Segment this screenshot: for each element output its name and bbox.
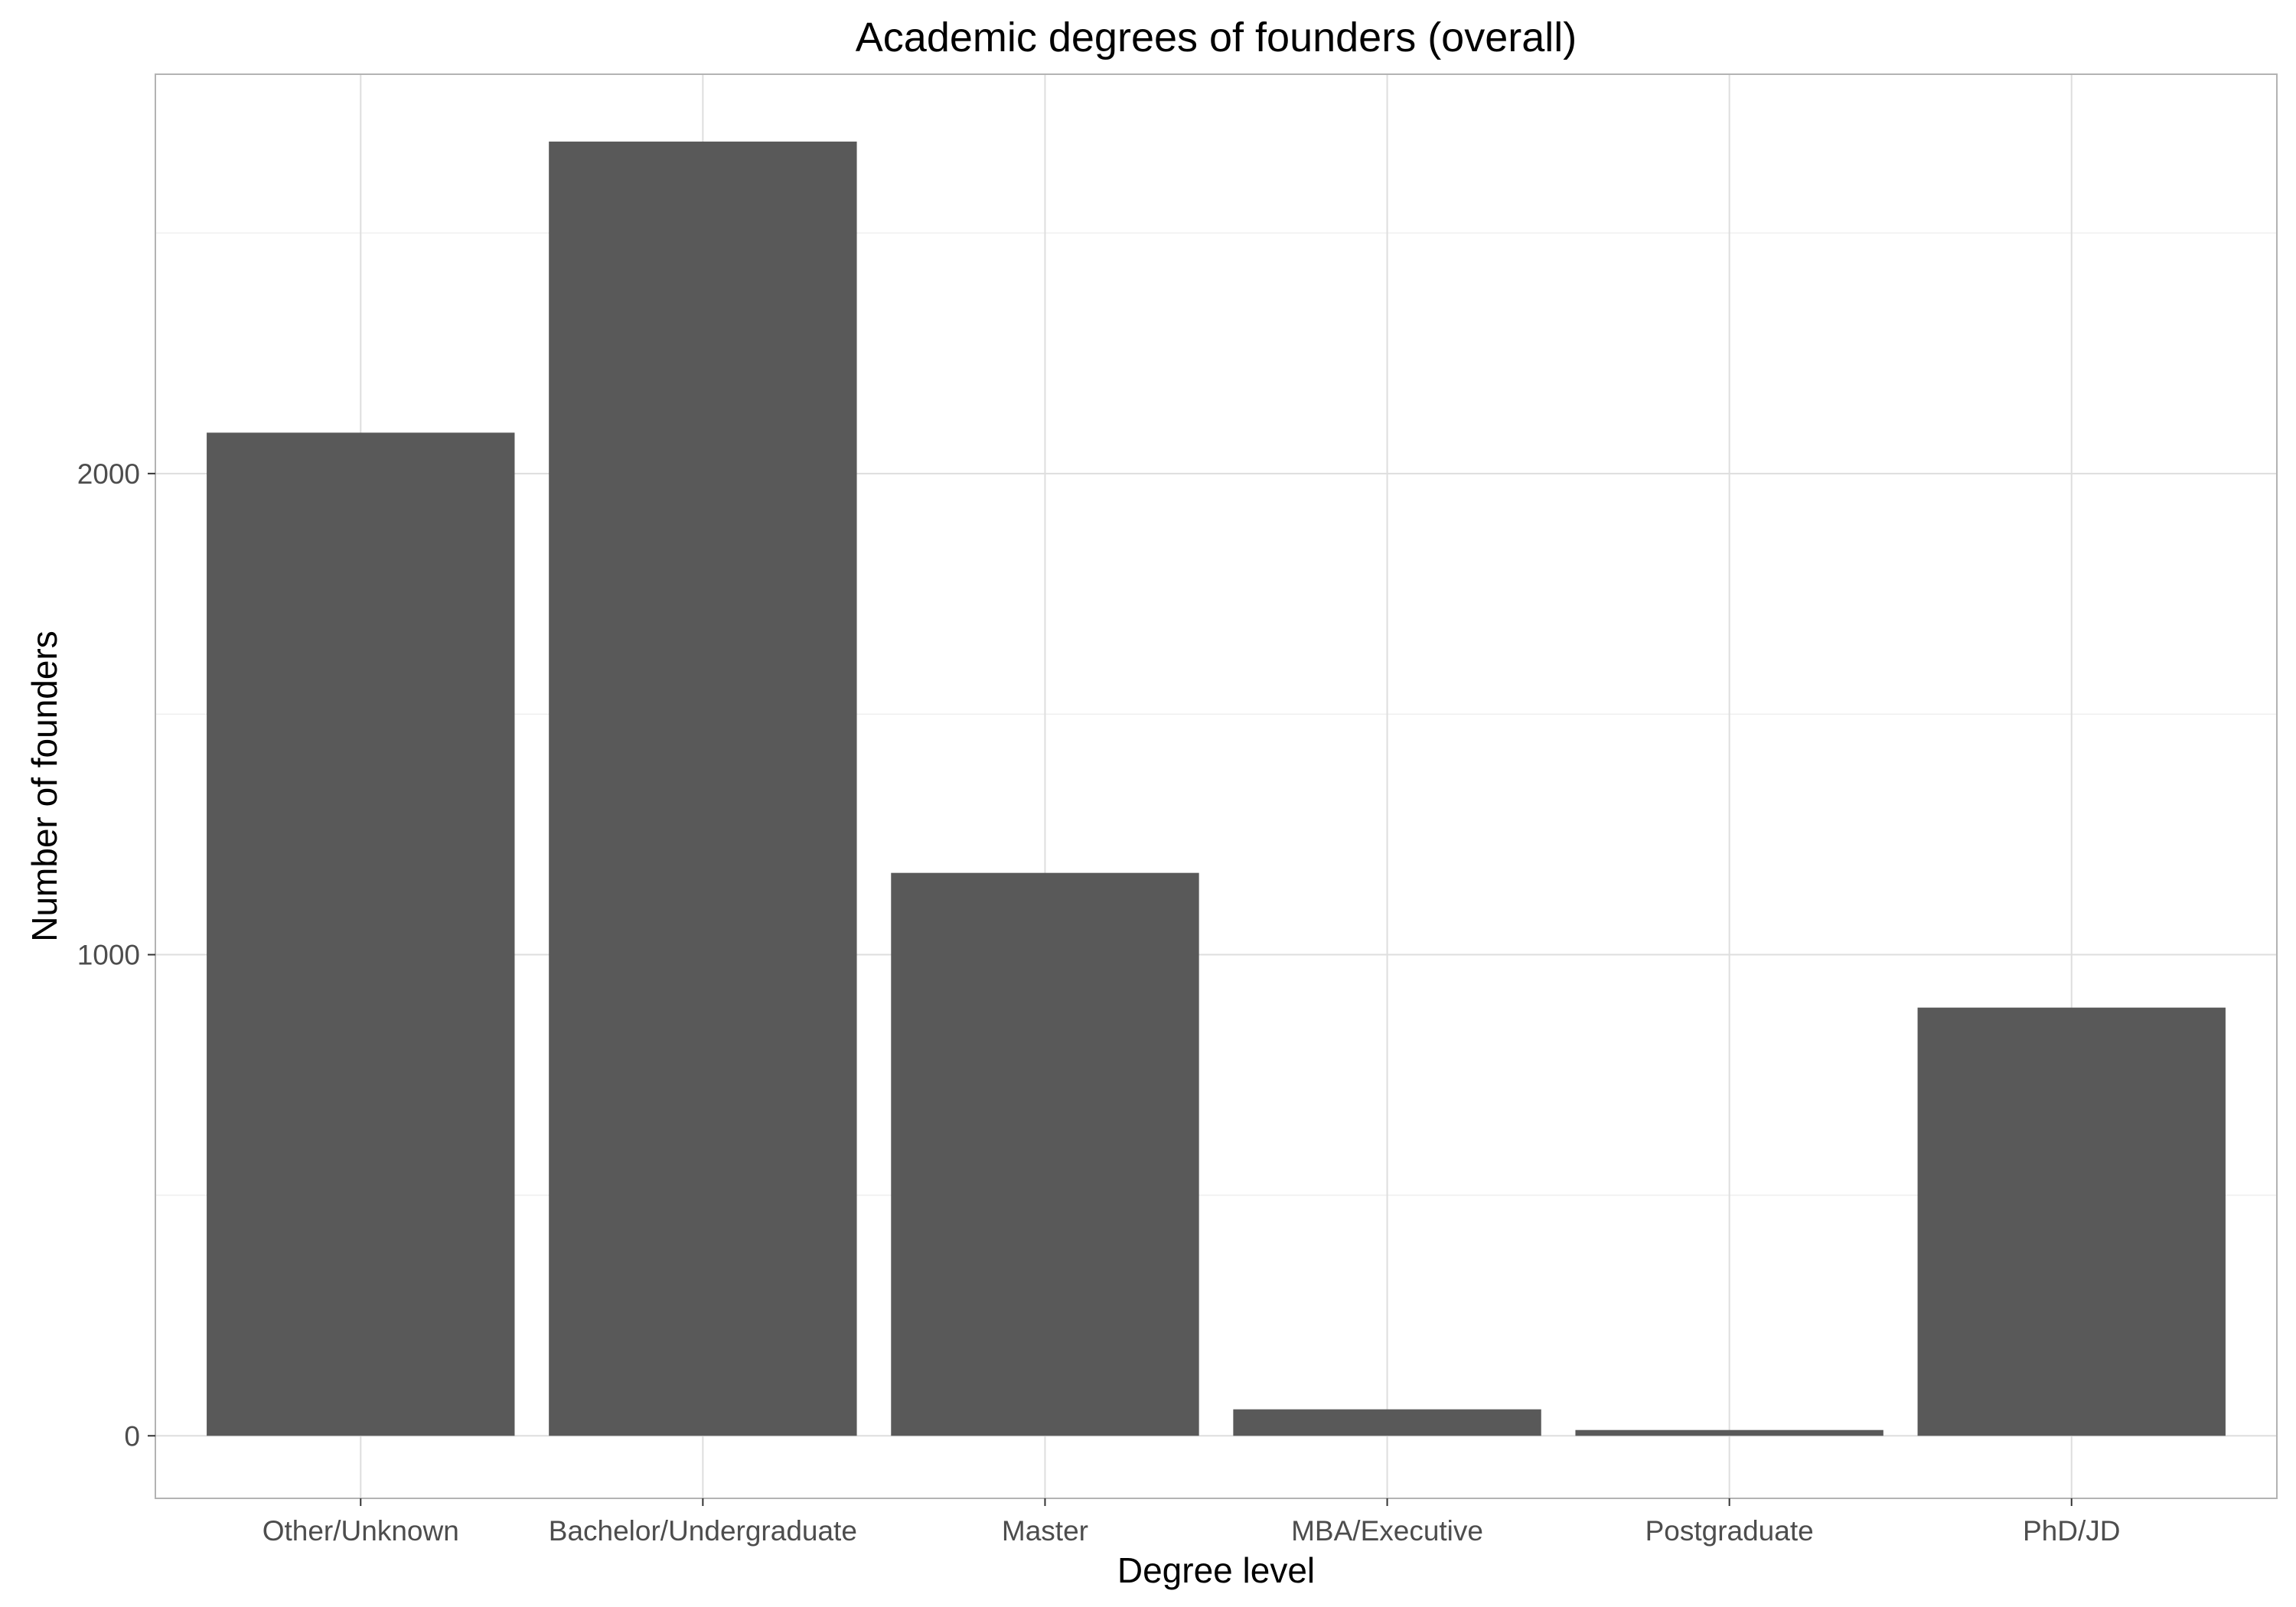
bar bbox=[549, 142, 857, 1436]
bar bbox=[1575, 1429, 1883, 1436]
x-tick-label: MBA/Executive bbox=[1291, 1515, 1483, 1547]
bars bbox=[207, 142, 2226, 1436]
panel-border bbox=[155, 73, 2278, 1499]
x-tick-label: Master bbox=[1002, 1515, 1088, 1547]
bar bbox=[1917, 1007, 2226, 1436]
y-tick-label: 0 bbox=[124, 1420, 140, 1452]
y-tick-label: 2000 bbox=[77, 458, 140, 490]
bar bbox=[1233, 1409, 1541, 1436]
y-axis-ticks: 0 1000 2000 bbox=[77, 458, 155, 1452]
y-axis-title: Number of founders bbox=[24, 631, 64, 942]
x-axis-title: Degree level bbox=[1117, 1550, 1315, 1590]
bar bbox=[891, 872, 1199, 1436]
x-tick-label: Bachelor/Undergraduate bbox=[549, 1515, 857, 1547]
bar bbox=[207, 432, 515, 1436]
x-tick-label: Postgraduate bbox=[1645, 1515, 1814, 1547]
x-tick-label: Other/Unknown bbox=[263, 1515, 459, 1547]
chart-title: Academic degrees of founders (overall) bbox=[856, 15, 1577, 60]
y-tick-label: 1000 bbox=[77, 940, 140, 971]
x-tick-label: PhD/JD bbox=[2023, 1515, 2120, 1547]
x-axis-ticks: Other/Unknown Bachelor/Undergraduate Maste… bbox=[263, 1498, 2120, 1547]
